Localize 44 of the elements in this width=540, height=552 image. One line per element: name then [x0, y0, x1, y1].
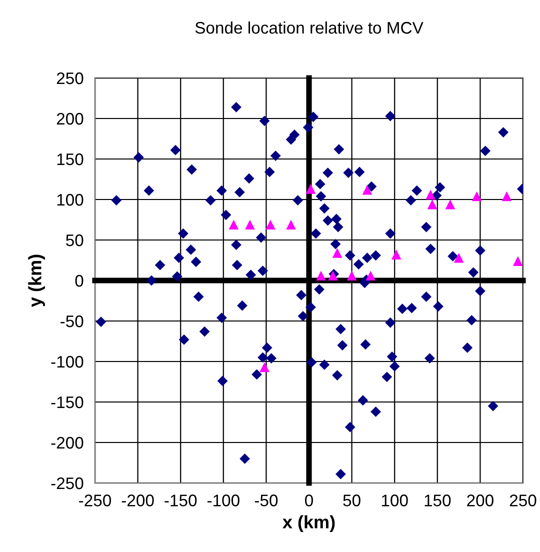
point — [245, 220, 255, 230]
x-axis-title: x (km) — [282, 515, 335, 532]
y-tick-label: 250 — [56, 72, 84, 84]
point — [502, 191, 512, 202]
chart-title: Sonde location relative to MCV — [195, 21, 424, 34]
y-tick-label: 200 — [56, 112, 84, 125]
y-tick-label: -200 — [51, 436, 84, 449]
y-tick-label: 0 — [75, 274, 84, 287]
point — [228, 220, 239, 230]
point — [426, 190, 436, 200]
point — [366, 270, 376, 281]
y-tick-label: -50 — [60, 315, 84, 328]
x-tick-label: -200 — [122, 494, 154, 506]
point — [316, 270, 326, 281]
point — [472, 191, 482, 202]
y-axis-title: y (km) — [28, 254, 45, 307]
x-tick-label: 0 — [305, 494, 313, 506]
y-tick-label: -100 — [51, 356, 84, 368]
y-tick-label: 150 — [57, 153, 84, 166]
point — [260, 362, 270, 372]
x-tick-label: 250 — [510, 494, 536, 506]
point — [306, 184, 316, 194]
point — [445, 199, 456, 210]
x-tick-label: -50 — [254, 494, 278, 506]
x-tick-label: -150 — [164, 494, 197, 506]
x-tick-label: 200 — [467, 494, 494, 506]
y-tick-label: 100 — [57, 194, 84, 206]
x-tick-label: 150 — [424, 494, 451, 506]
point — [362, 184, 372, 195]
x-tick-label: 50 — [343, 494, 360, 506]
point — [266, 220, 276, 230]
x-tick-label: -100 — [207, 494, 240, 506]
y-tick-label: -250 — [51, 477, 84, 490]
x-tick-label: 100 — [382, 494, 408, 506]
y-tick-label: -150 — [51, 396, 84, 408]
point — [346, 270, 357, 281]
y-tick-label: 50 — [66, 234, 84, 246]
point — [332, 248, 342, 258]
point — [391, 250, 402, 260]
point — [512, 256, 523, 266]
x-tick-label: -250 — [79, 494, 112, 506]
point — [286, 220, 296, 230]
point — [454, 252, 464, 263]
point — [427, 199, 438, 210]
